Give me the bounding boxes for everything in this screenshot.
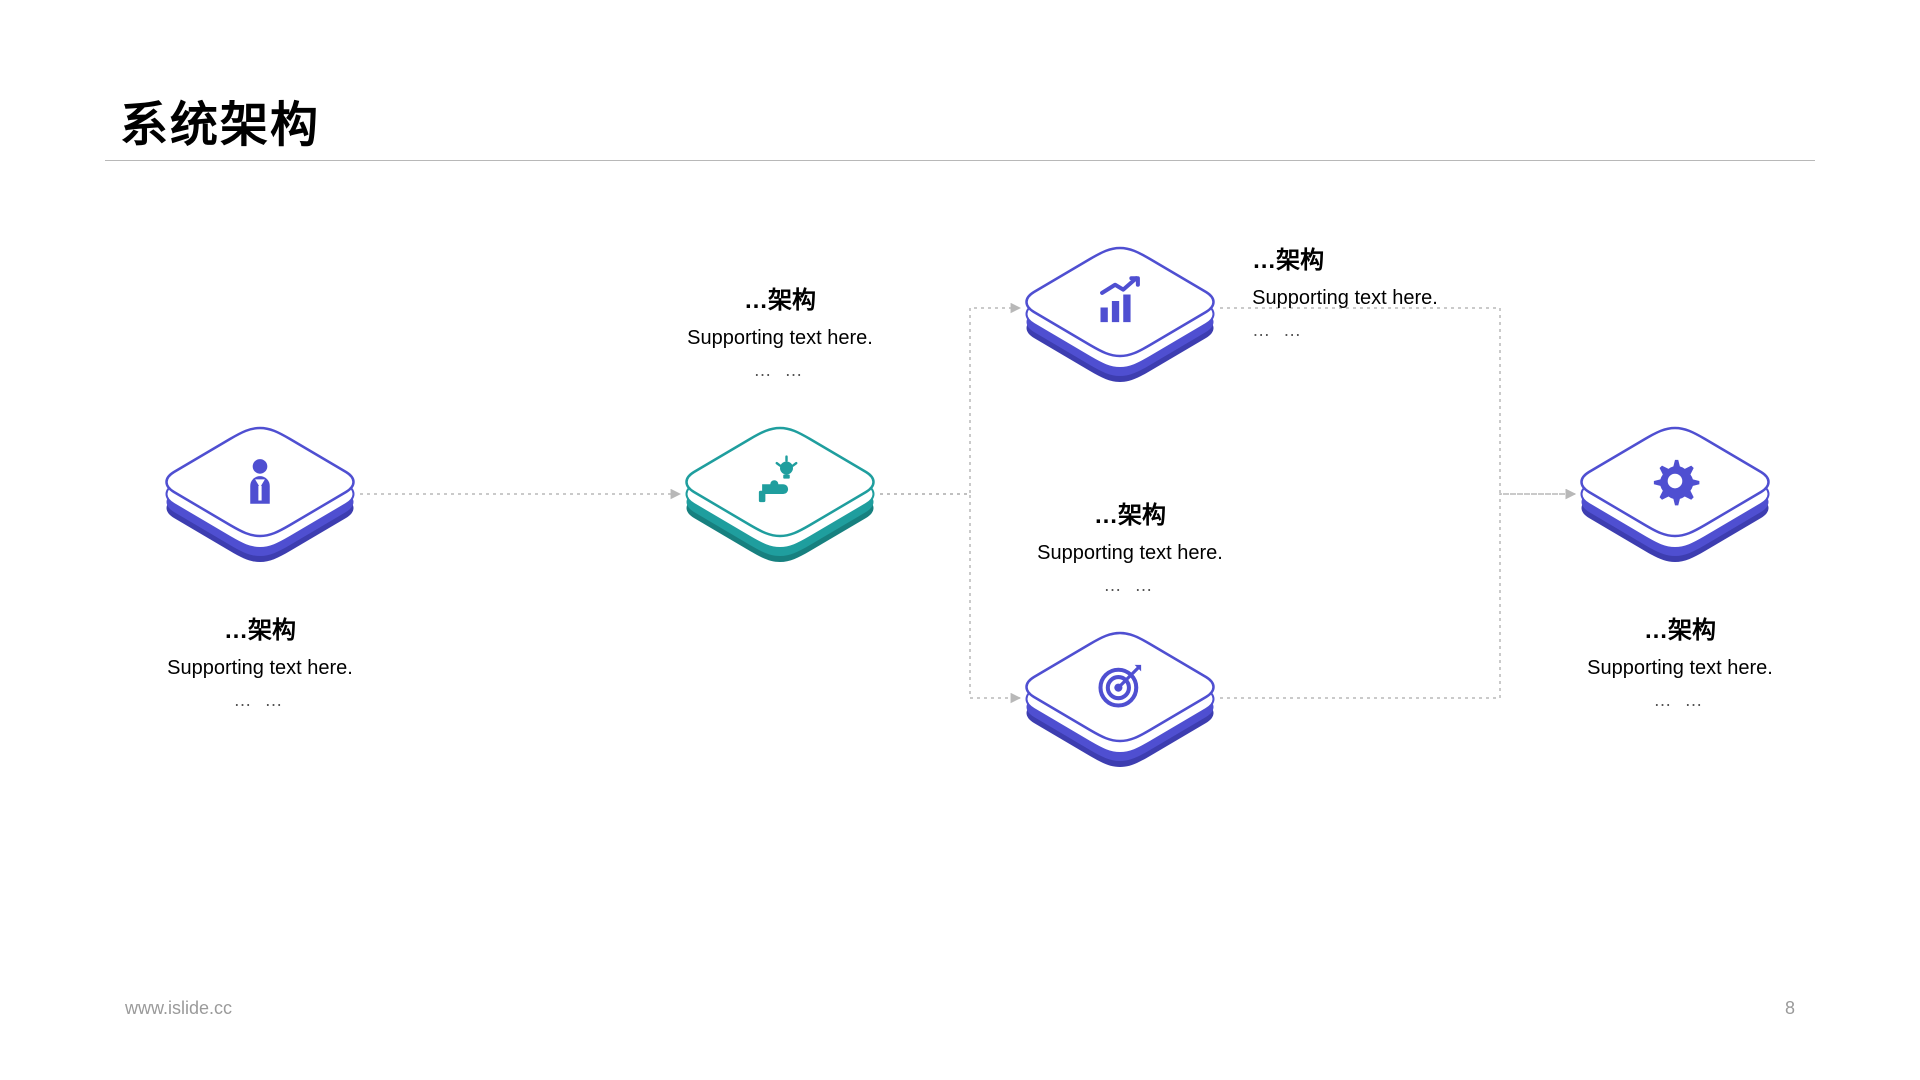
label-n2: …架构 Supporting text here. … … xyxy=(687,280,873,381)
label-n4: …架构 Supporting text here. … … xyxy=(1037,495,1223,596)
label-n5: …架构 Supporting text here. … … xyxy=(1587,610,1773,711)
tile-n5 xyxy=(1575,420,1775,550)
label-extra: … … xyxy=(167,690,353,711)
footer-page-number: 8 xyxy=(1785,998,1795,1019)
connector-n2-n3 xyxy=(880,308,1020,494)
person-icon xyxy=(234,455,286,507)
hand-bulb-icon xyxy=(754,455,806,507)
label-heading: …架构 xyxy=(1037,495,1223,530)
label-support: Supporting text here. xyxy=(687,327,873,350)
tile-n3 xyxy=(1020,240,1220,370)
label-n1: …架构 Supporting text here. … … xyxy=(167,610,353,711)
slide-title: 系统架构 xyxy=(120,85,320,155)
title-underline xyxy=(105,160,1815,161)
connector-n2-n4 xyxy=(880,494,1020,698)
label-extra: … … xyxy=(1037,575,1223,596)
label-n3: …架构 Supporting text here. … … xyxy=(1252,240,1438,341)
tile-n1 xyxy=(160,420,360,550)
tile-n4 xyxy=(1020,625,1220,755)
chart-icon xyxy=(1094,275,1146,327)
label-support: Supporting text here. xyxy=(167,657,353,680)
label-extra: … … xyxy=(1587,690,1773,711)
footer-url: www.islide.cc xyxy=(125,998,232,1019)
label-extra: … … xyxy=(687,360,873,381)
label-support: Supporting text here. xyxy=(1252,287,1438,310)
label-heading: …架构 xyxy=(167,610,353,645)
label-support: Supporting text here. xyxy=(1587,657,1773,680)
label-support: Supporting text here. xyxy=(1037,542,1223,565)
label-extra: … … xyxy=(1252,320,1438,341)
connector-n4-n5 xyxy=(1220,494,1575,698)
tile-n2 xyxy=(680,420,880,550)
label-heading: …架构 xyxy=(1587,610,1773,645)
label-heading: …架构 xyxy=(1252,240,1438,275)
label-heading: …架构 xyxy=(687,280,873,315)
target-icon xyxy=(1094,660,1146,712)
gear-icon xyxy=(1649,455,1701,507)
slide-canvas: 系统架构 …架构 Supporting text here. … … …架构 S… xyxy=(0,0,1920,1080)
